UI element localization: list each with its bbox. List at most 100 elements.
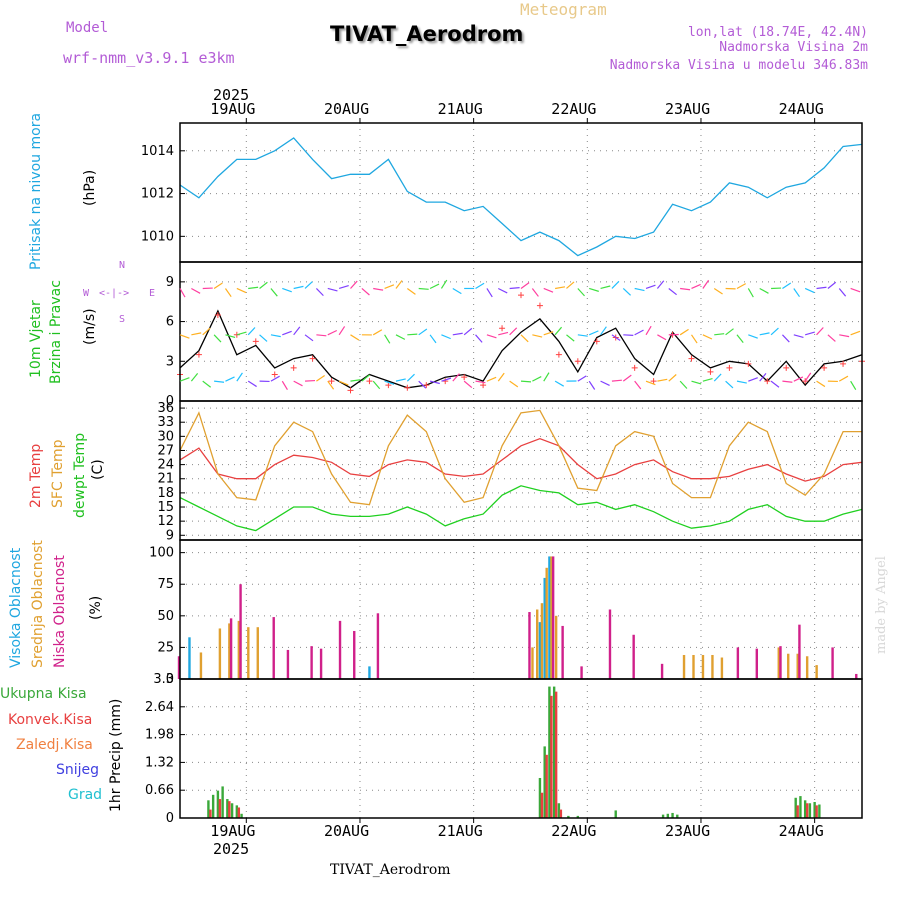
niska-oblacnost-bar — [177, 656, 181, 679]
wind-barb — [293, 285, 304, 290]
konvek-kisa-bar — [218, 799, 222, 818]
watermark: made by Angel — [874, 556, 889, 654]
srednja-oblacnost-bar — [682, 654, 686, 679]
wind-barb — [418, 328, 428, 336]
bottom-date-label: 24AUG — [778, 822, 824, 840]
gust-marker — [385, 382, 392, 389]
wind-barb — [725, 328, 734, 336]
srednja-oblacnost-bar — [545, 567, 548, 679]
wind-barb — [248, 286, 259, 290]
sfc-temp-line — [179, 409, 862, 506]
y-tick-label: 50 — [157, 609, 174, 624]
ukupna-kisa-bar — [552, 686, 556, 818]
wind-barb — [350, 334, 360, 341]
gust-marker — [764, 378, 771, 385]
ukupna-kisa-bar — [235, 805, 239, 818]
gust-marker — [214, 311, 221, 318]
niska-oblacnost-bar — [272, 617, 275, 679]
ukupna-kisa-bar — [813, 801, 816, 818]
srednja-oblacnost-bar — [701, 654, 705, 679]
wind-barb — [236, 287, 247, 294]
wind-barb — [452, 332, 463, 336]
wind-barb — [304, 379, 316, 382]
wind-barb — [282, 330, 292, 336]
wind-barb — [702, 279, 710, 289]
wind-barb — [452, 287, 462, 295]
page-title: TIVAT_Aerodrom — [330, 22, 524, 46]
wind-barb — [361, 374, 370, 382]
wind-barb — [315, 288, 324, 297]
wind-barb — [304, 334, 314, 342]
gust-marker — [480, 382, 487, 389]
ukupna-kisa-bar — [211, 794, 215, 818]
wind-barb — [475, 380, 486, 384]
visoka-oblacnost-bar — [368, 666, 371, 679]
ukupna-kisa-bar — [799, 796, 802, 818]
wind-barb — [281, 380, 288, 391]
wind-barb — [327, 329, 338, 336]
y-tick-label: 1014 — [141, 144, 174, 159]
gust-marker — [518, 292, 524, 299]
niska-oblacnost-bar — [286, 649, 290, 679]
ukupna-kisa-bar — [661, 814, 665, 818]
wind-barb — [384, 284, 395, 290]
gust-marker — [347, 387, 354, 394]
visoka-oblacnost-bar — [548, 556, 551, 679]
wind-barb — [657, 378, 668, 382]
top-date-label: 20AUG — [323, 100, 370, 118]
dewpt-temp-line — [179, 485, 863, 532]
wind-barb — [509, 327, 518, 336]
legend-freezing-rain: Zaledj.Kisa — [16, 737, 93, 753]
wind-barb — [679, 380, 688, 389]
wind-barb — [497, 372, 505, 382]
gust-marker — [499, 325, 506, 332]
srednja-oblacnost-bar — [554, 615, 558, 679]
legend-snow: Snijeg — [56, 762, 100, 778]
wind-barb — [543, 287, 554, 293]
gust-marker — [821, 364, 828, 371]
y-tick-label: 0 — [166, 811, 174, 826]
konvek-kisa-bar — [805, 803, 809, 818]
top-date-label: 23AUG — [664, 100, 711, 118]
compass-east: E — [149, 288, 156, 299]
srednja-oblacnost-bar — [815, 665, 818, 679]
wind-barb — [532, 376, 542, 382]
wind-barb — [805, 331, 815, 336]
wind-barb — [634, 287, 645, 292]
wind-barb — [838, 375, 849, 382]
wind-barb — [850, 380, 857, 391]
gust-marker — [404, 384, 411, 391]
bottom-date-label: 19AUG — [210, 822, 256, 840]
wind-barb — [748, 334, 758, 339]
niska-oblacnost-bar — [855, 673, 858, 679]
bottom-date-label: 23AUG — [664, 822, 711, 840]
wind-barb — [372, 329, 383, 336]
wind-barb — [736, 283, 747, 290]
wind-barb — [793, 376, 804, 382]
compass-west: W — [83, 288, 90, 299]
wind-barb — [213, 282, 223, 289]
wind-barb — [259, 281, 268, 289]
wind-barb — [463, 327, 473, 336]
gust-marker — [309, 355, 316, 362]
wind-barb — [429, 334, 437, 344]
y-tick-label: 0 — [166, 394, 174, 409]
wind-barb — [589, 287, 599, 292]
wind-barb — [543, 331, 554, 336]
gust-marker — [290, 364, 297, 371]
wind-barb — [577, 334, 588, 337]
ukupna-kisa-bar — [803, 800, 807, 818]
wind-barb — [668, 288, 677, 296]
wind-barb — [202, 327, 211, 336]
ukupna-kisa-bar — [207, 800, 210, 818]
niska-oblacnost-bar — [310, 646, 313, 679]
gust-marker — [366, 378, 373, 385]
visoka-oblacnost-bar — [543, 577, 546, 679]
wind-barb — [634, 329, 644, 336]
gust-marker — [536, 302, 543, 309]
srednja-oblacnost-bar — [720, 657, 724, 679]
panel-frame — [179, 539, 863, 680]
konvek-kisa-bar — [554, 691, 558, 818]
y-tick-label: 12 — [157, 514, 174, 529]
